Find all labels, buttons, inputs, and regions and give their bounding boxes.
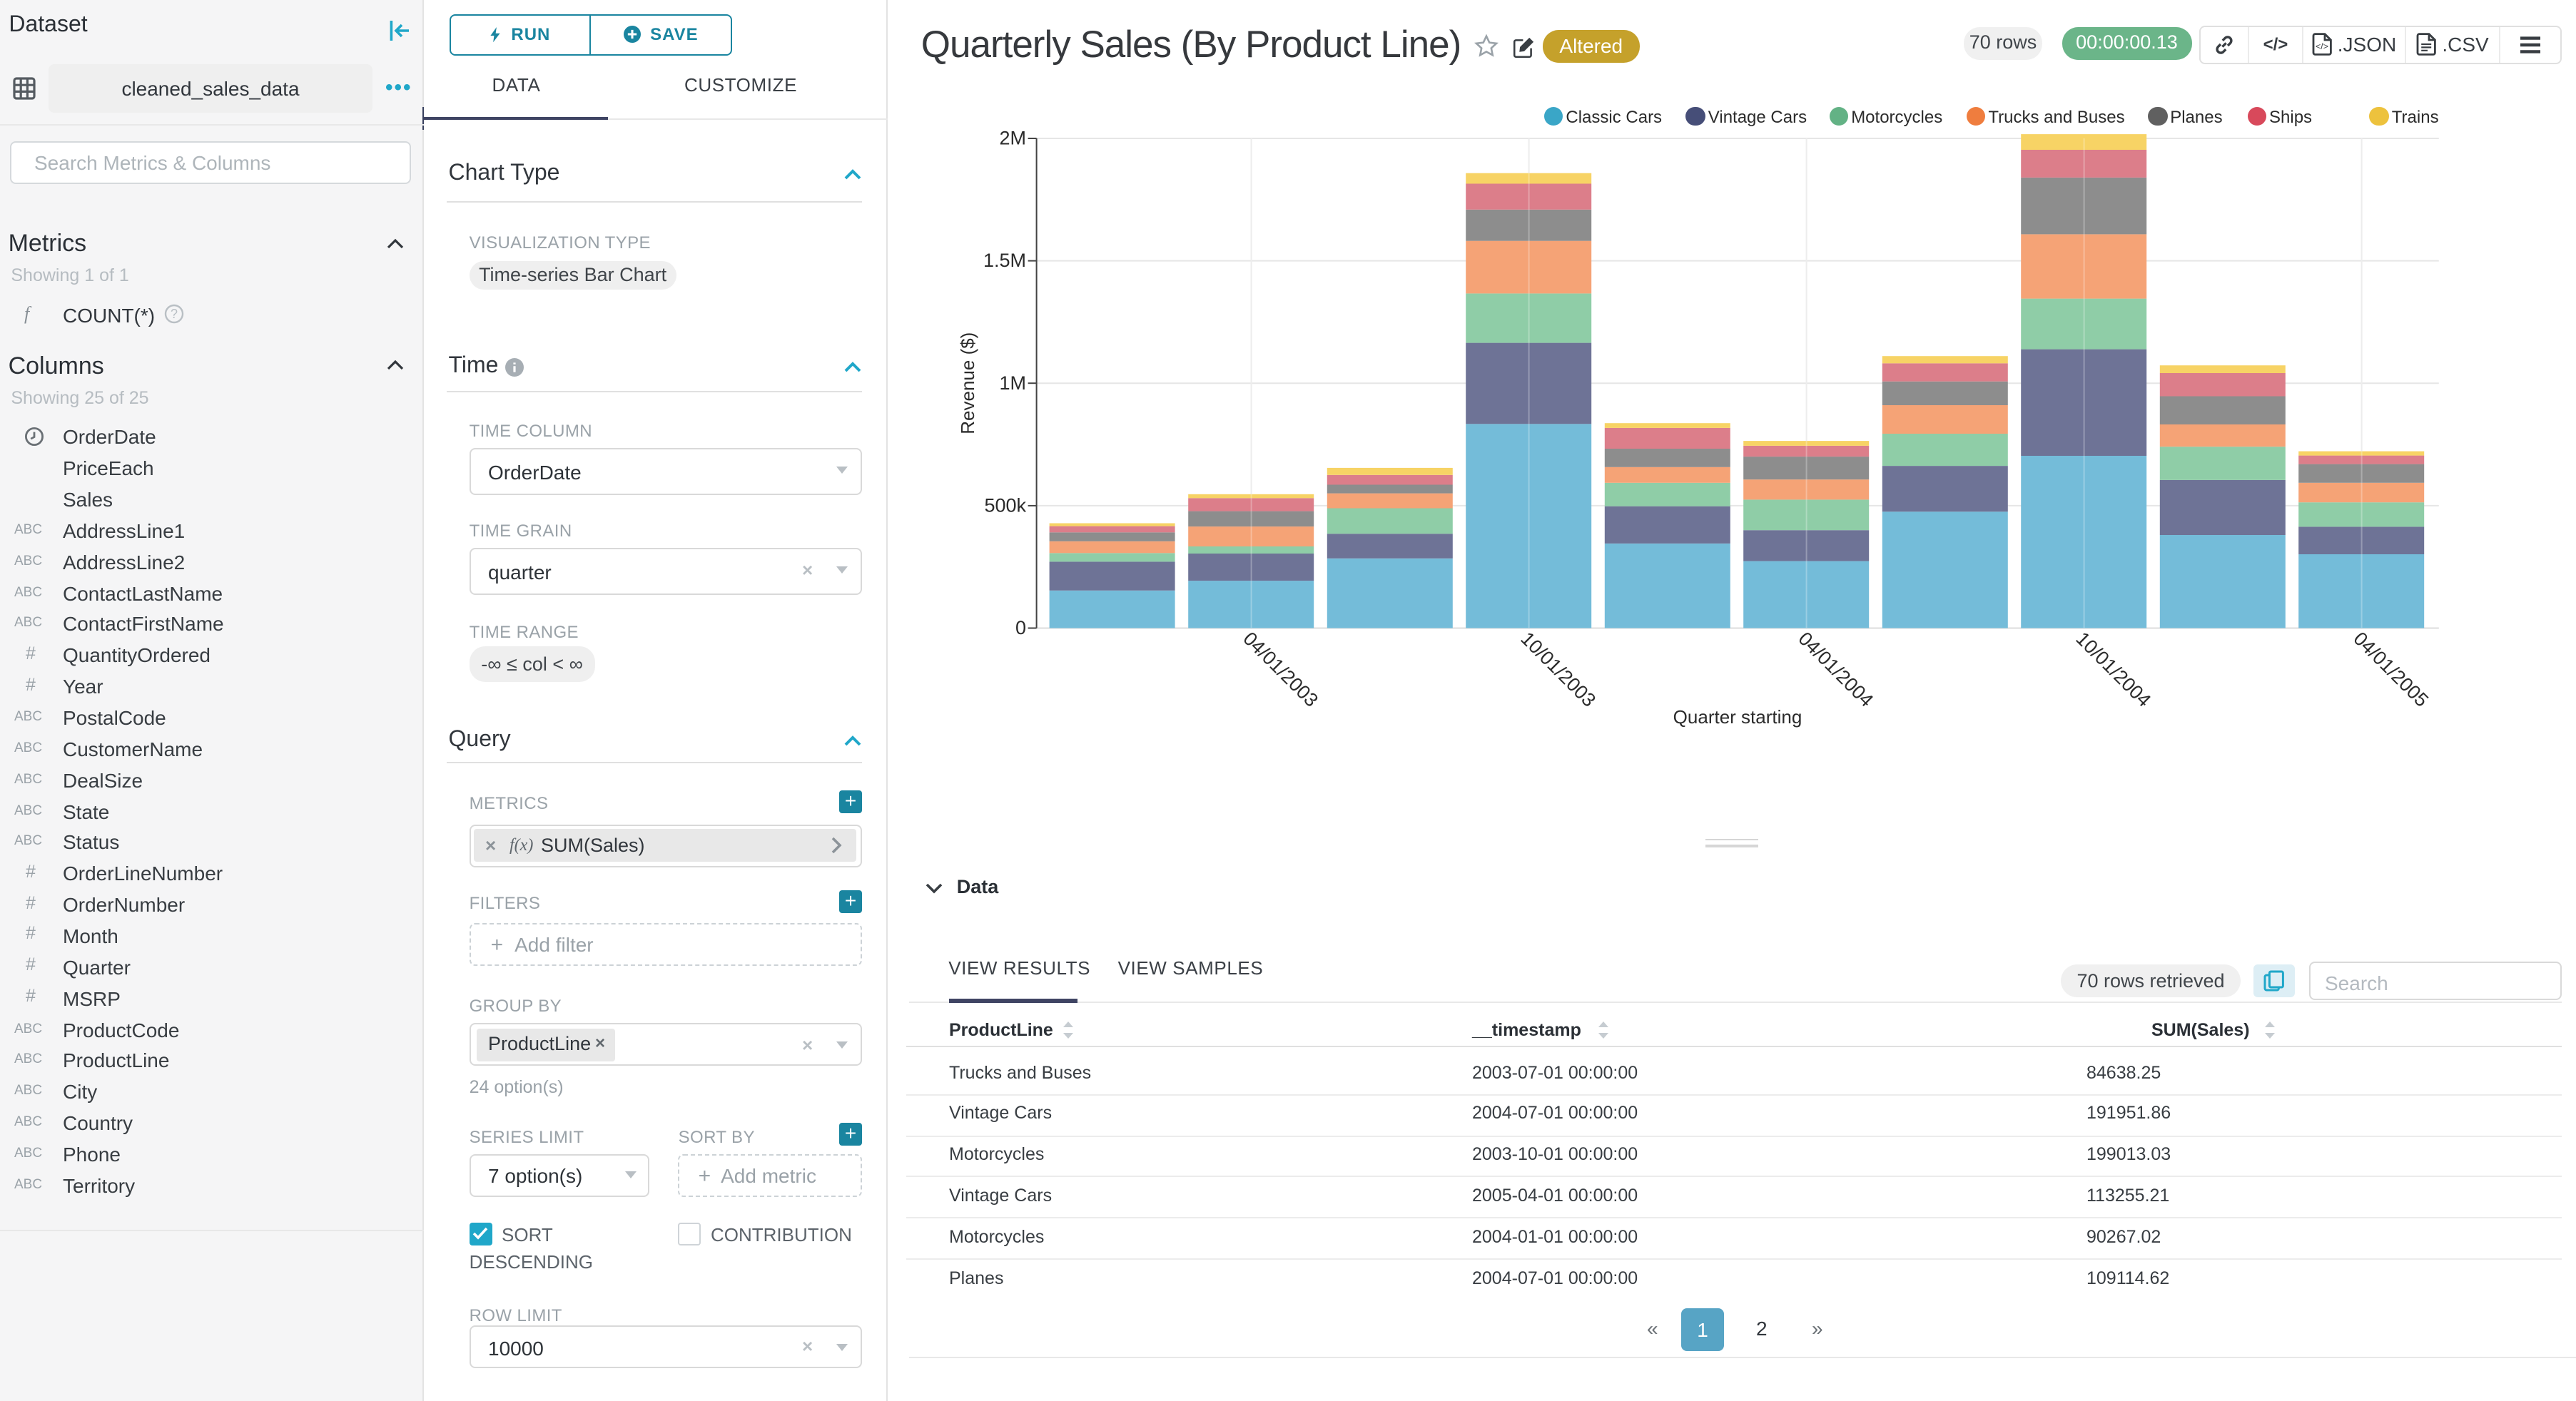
svg-text:1M: 1M: [999, 372, 1026, 394]
svg-text:04/01/2003: 04/01/2003: [1239, 628, 1322, 711]
svg-text:Revenue ($): Revenue ($): [957, 332, 978, 434]
svg-text:0: 0: [1015, 617, 1026, 638]
svg-text:500k: 500k: [984, 495, 1026, 516]
svg-text:?: ?: [171, 307, 178, 321]
svg-text:04/01/2005: 04/01/2005: [2349, 628, 2433, 711]
svg-text:10/01/2004: 10/01/2004: [2072, 628, 2155, 711]
svg-text:04/01/2004: 04/01/2004: [1794, 628, 1877, 711]
svg-text:10/01/2003: 10/01/2003: [1516, 628, 1600, 711]
svg-text:</>: </>: [2316, 42, 2328, 52]
svg-text:1.5M: 1.5M: [983, 250, 1026, 271]
svg-text:2M: 2M: [999, 128, 1026, 149]
svg-text:Quarter starting: Quarter starting: [1673, 706, 1802, 728]
